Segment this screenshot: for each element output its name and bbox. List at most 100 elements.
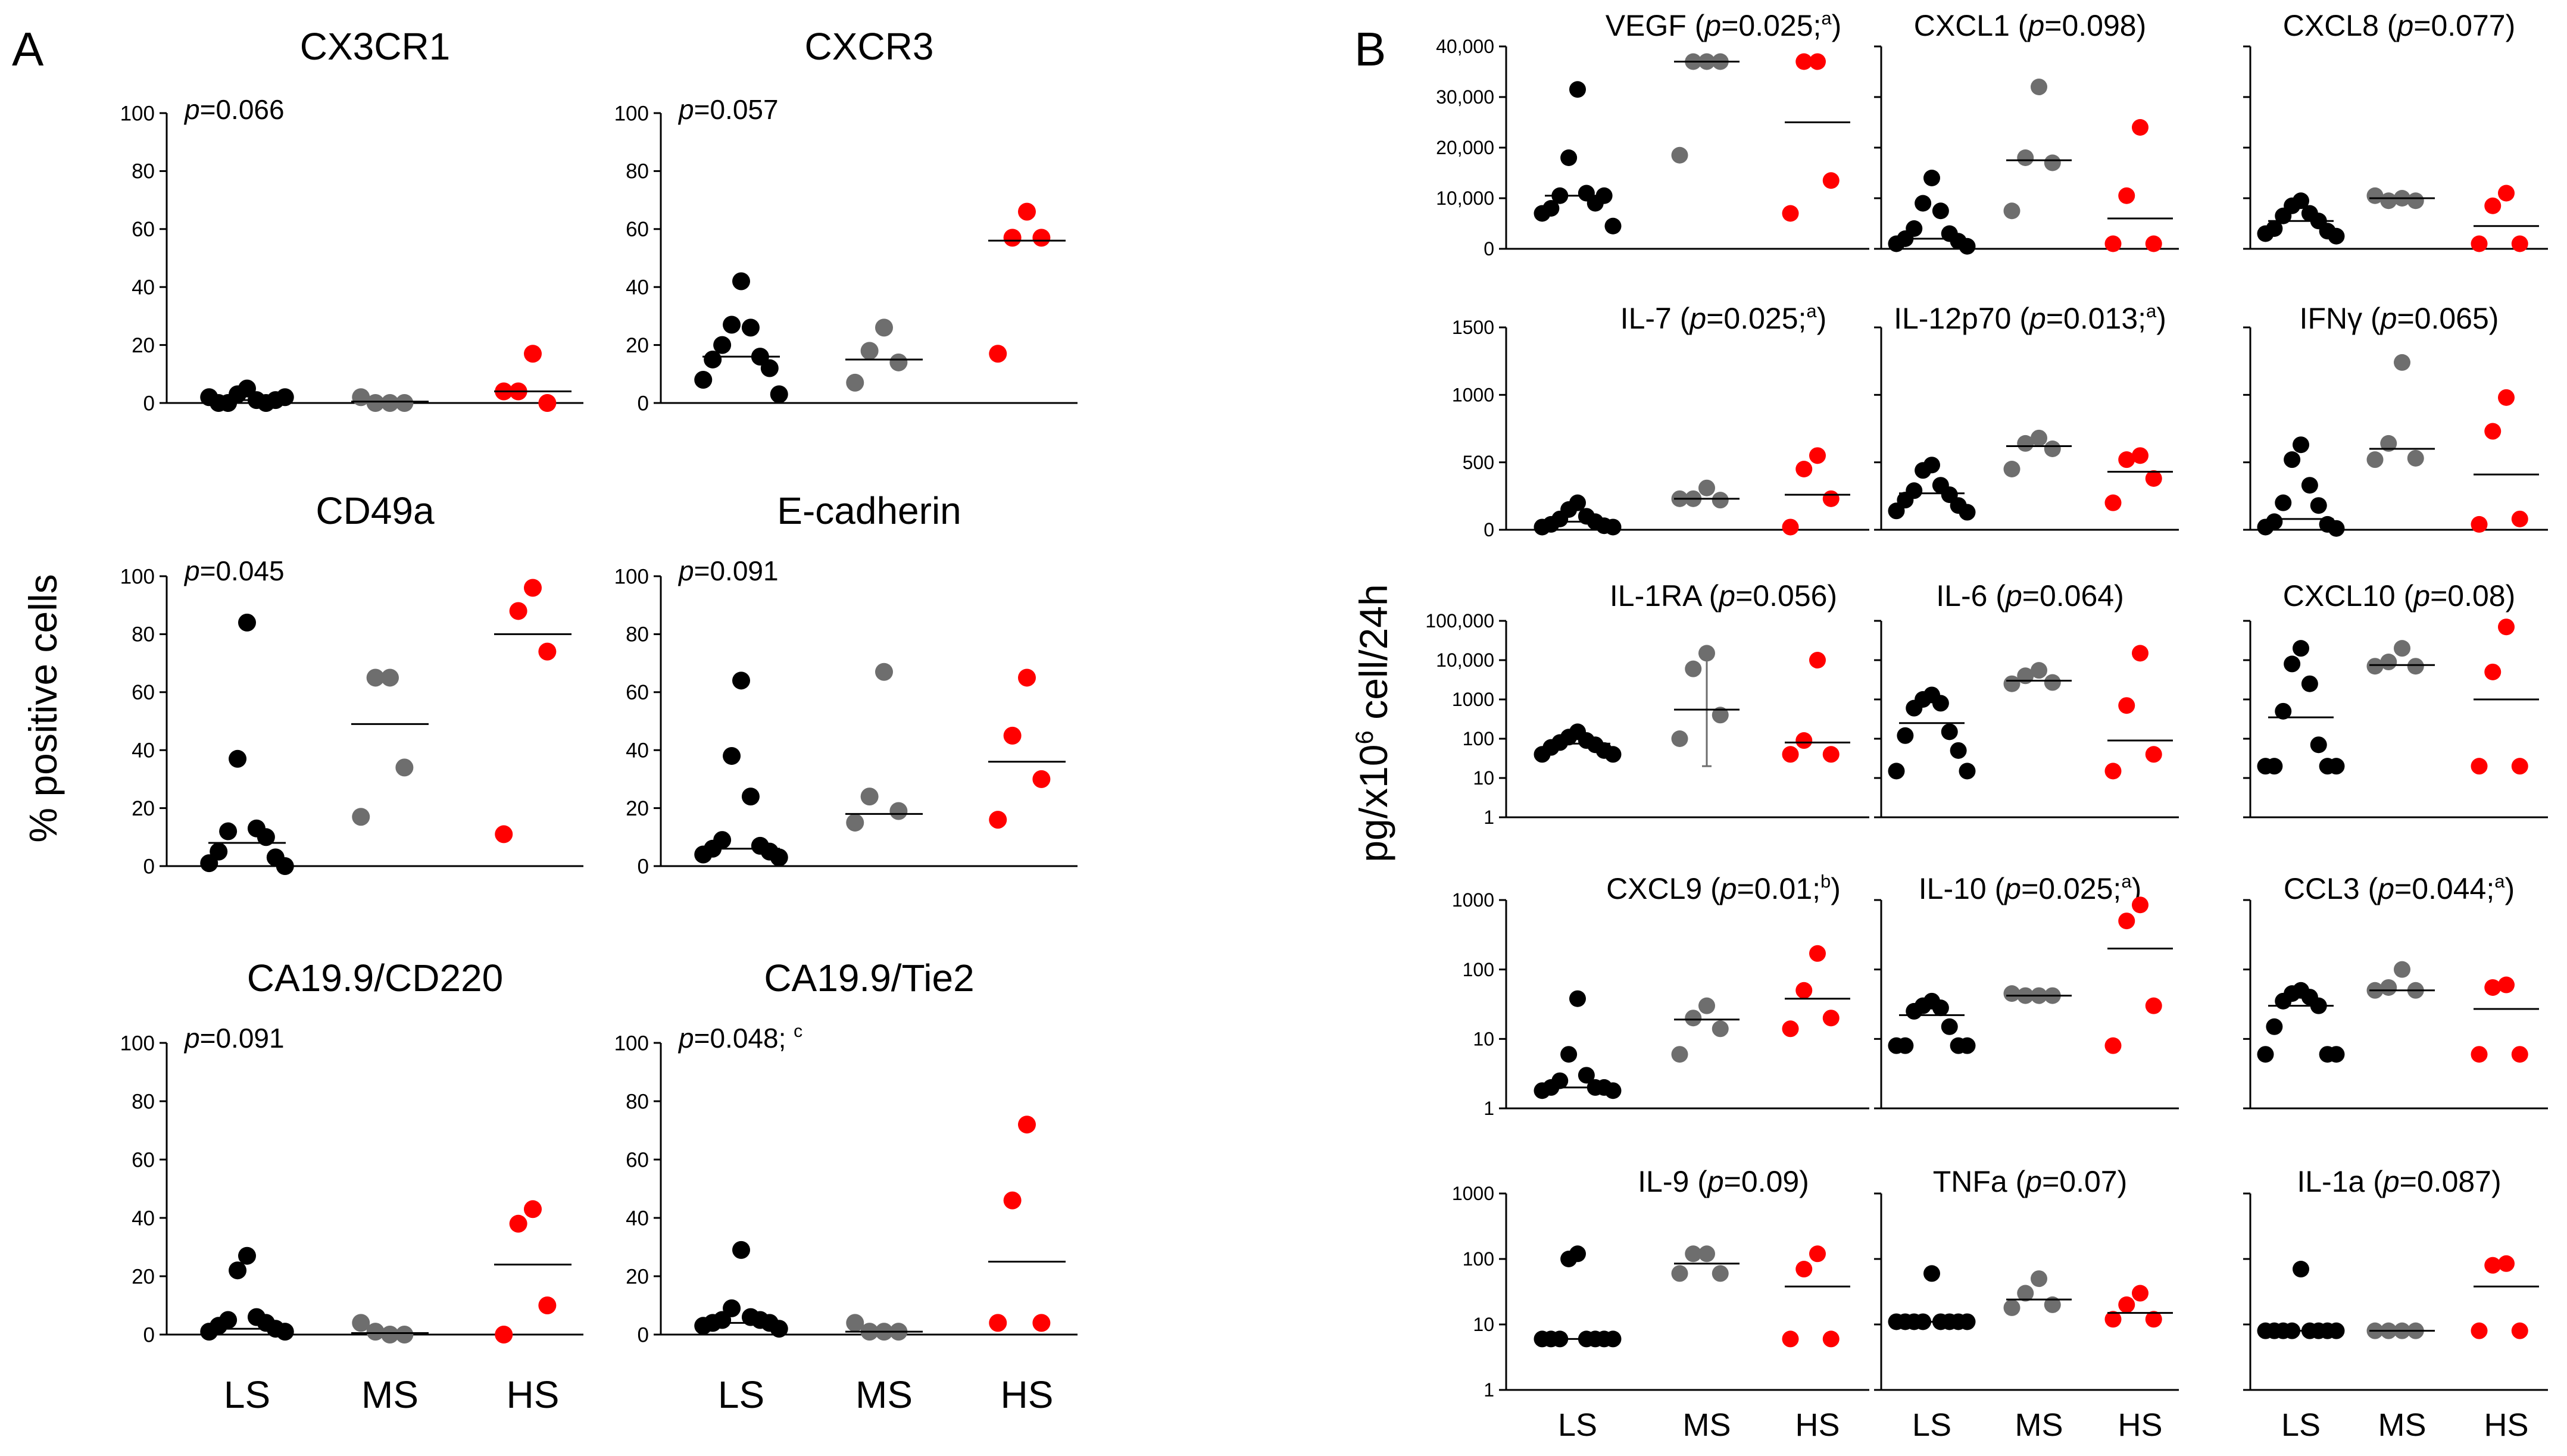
data-point-ls bbox=[1959, 504, 1976, 521]
y-tick-label: 100 bbox=[120, 102, 155, 125]
chart-title-10: IL-12p70 (p=0.013;a) bbox=[1894, 301, 2166, 335]
data-point-ms bbox=[1698, 645, 1715, 662]
data-point-ls bbox=[704, 350, 722, 368]
data-point-ls bbox=[1604, 518, 1622, 536]
data-point-hs bbox=[2511, 1322, 2528, 1339]
data-point-hs bbox=[1809, 1245, 1826, 1263]
data-point-ls bbox=[1534, 1082, 1551, 1099]
data-point-hs bbox=[1003, 229, 1022, 247]
data-point-hs bbox=[2484, 423, 2502, 440]
p-value: =0.013; bbox=[2046, 302, 2146, 335]
data-point-ls bbox=[1888, 1037, 1905, 1054]
data-point-ls bbox=[1604, 217, 1622, 235]
y-tick-label: 60 bbox=[626, 1148, 649, 1171]
data-point-ls bbox=[1915, 462, 1932, 479]
y-tick-label: 80 bbox=[626, 1090, 649, 1113]
data-point-hs bbox=[2118, 187, 2135, 204]
data-point-hs bbox=[2498, 389, 2515, 406]
data-point-hs bbox=[1032, 229, 1051, 247]
chart-title-17: CCL3 (p=0.044;a) bbox=[2284, 871, 2515, 905]
data-point-hs bbox=[989, 345, 1007, 363]
data-point-hs bbox=[1018, 1116, 1036, 1134]
y-tick-label: 40 bbox=[626, 1207, 649, 1230]
data-point-hs bbox=[1003, 726, 1022, 745]
data-point-ms bbox=[2031, 79, 2047, 95]
chart-title-text: CXCL1 ( bbox=[1914, 9, 2028, 42]
data-point-ms bbox=[395, 1326, 414, 1343]
data-point-ls bbox=[2328, 758, 2345, 775]
data-point-hs bbox=[989, 1314, 1007, 1332]
panel-b-ylabel-sup: 6 bbox=[1350, 730, 1378, 744]
y-tick-label: 10,000 bbox=[1436, 649, 1494, 671]
data-point-hs bbox=[1782, 518, 1799, 536]
data-point-ms bbox=[2031, 662, 2047, 679]
a-left-group-label-hs: HS bbox=[507, 1373, 560, 1416]
p-symbol: p bbox=[2376, 872, 2394, 905]
data-point-hs bbox=[1822, 1010, 1840, 1027]
y-tick-label: 60 bbox=[132, 1148, 155, 1171]
data-point-ms bbox=[2031, 1270, 2047, 1288]
data-point-ms bbox=[2394, 640, 2410, 657]
y-tick-label: 40 bbox=[132, 276, 155, 299]
data-point-ls bbox=[200, 854, 218, 873]
data-point-ms bbox=[1698, 1245, 1715, 1263]
chart-title-7: CXCL1 (p=0.098) bbox=[1914, 9, 2147, 42]
data-point-ms bbox=[366, 394, 385, 412]
chart-title-5: CA19.9/Tie2 bbox=[764, 957, 974, 999]
y-tick-label: 0 bbox=[638, 855, 649, 878]
data-point-ls bbox=[1534, 746, 1551, 763]
data-point-ls bbox=[276, 857, 294, 875]
data-point-ls bbox=[1932, 999, 1949, 1017]
y-tick-label: 40 bbox=[132, 739, 155, 762]
y-tick-label: 60 bbox=[132, 218, 155, 241]
data-point-hs bbox=[2145, 235, 2162, 252]
data-point-hs bbox=[1795, 982, 1813, 999]
b-col2-group-label-ls: LS bbox=[1912, 1407, 1951, 1443]
p-symbol: p bbox=[2382, 1165, 2400, 1198]
y-tick-label: 20 bbox=[132, 1265, 155, 1288]
chart-title-text: TNFa ( bbox=[1933, 1165, 2026, 1198]
data-point-hs bbox=[2104, 1037, 2122, 1054]
y-tick-label: 80 bbox=[132, 623, 155, 646]
p-value: =0.057 bbox=[694, 94, 779, 125]
data-point-hs bbox=[2132, 119, 2148, 136]
y-tick-label: 500 bbox=[1463, 452, 1494, 473]
data-point-hs bbox=[1782, 746, 1799, 763]
data-point-hs bbox=[1822, 172, 1840, 189]
chart-title-4: CA19.9/CD220 bbox=[247, 957, 503, 999]
y-tick-label: 20 bbox=[626, 334, 649, 357]
data-point-ms bbox=[2380, 435, 2397, 452]
data-point-hs bbox=[1809, 652, 1826, 668]
p-symbol: p bbox=[2004, 579, 2022, 613]
p-value: =0.025; bbox=[1706, 302, 1806, 335]
data-point-hs bbox=[495, 825, 513, 843]
data-point-hs bbox=[538, 394, 557, 412]
data-point-hs bbox=[509, 1214, 527, 1233]
data-point-ms bbox=[352, 388, 370, 407]
y-tick-label: 100,000 bbox=[1425, 610, 1494, 632]
p-footnote: c bbox=[794, 1021, 802, 1041]
data-point-ls bbox=[2328, 1322, 2345, 1339]
chart-title-text: CCL3 ( bbox=[2284, 872, 2378, 905]
data-point-ms bbox=[2003, 202, 2021, 220]
data-point-hs bbox=[1032, 770, 1051, 788]
data-point-ls bbox=[1915, 195, 1932, 212]
y-tick-label: 60 bbox=[626, 218, 649, 241]
data-point-ls bbox=[1888, 763, 1905, 780]
chart-title-text: CXCL10 ( bbox=[2283, 579, 2414, 613]
data-point-ms bbox=[1712, 707, 1729, 724]
chart-title-text: IL-10 ( bbox=[1919, 872, 2005, 905]
data-point-ms bbox=[2380, 654, 2397, 671]
data-point-ms bbox=[860, 342, 879, 360]
p-value: =0.065) bbox=[2397, 302, 2499, 335]
data-point-hs bbox=[1822, 490, 1840, 507]
panel-b-ylabel-post: cell/24h bbox=[1351, 584, 1395, 730]
p-close: ) bbox=[2156, 302, 2166, 335]
y-tick-label: 40 bbox=[626, 276, 649, 299]
data-point-hs bbox=[2498, 976, 2515, 993]
data-point-ls bbox=[2275, 992, 2292, 1010]
panel-a-letter: A bbox=[12, 23, 44, 76]
p-footnote: a bbox=[2146, 301, 2157, 321]
data-point-ms bbox=[2044, 154, 2061, 171]
y-tick-label: 20 bbox=[626, 1265, 649, 1288]
